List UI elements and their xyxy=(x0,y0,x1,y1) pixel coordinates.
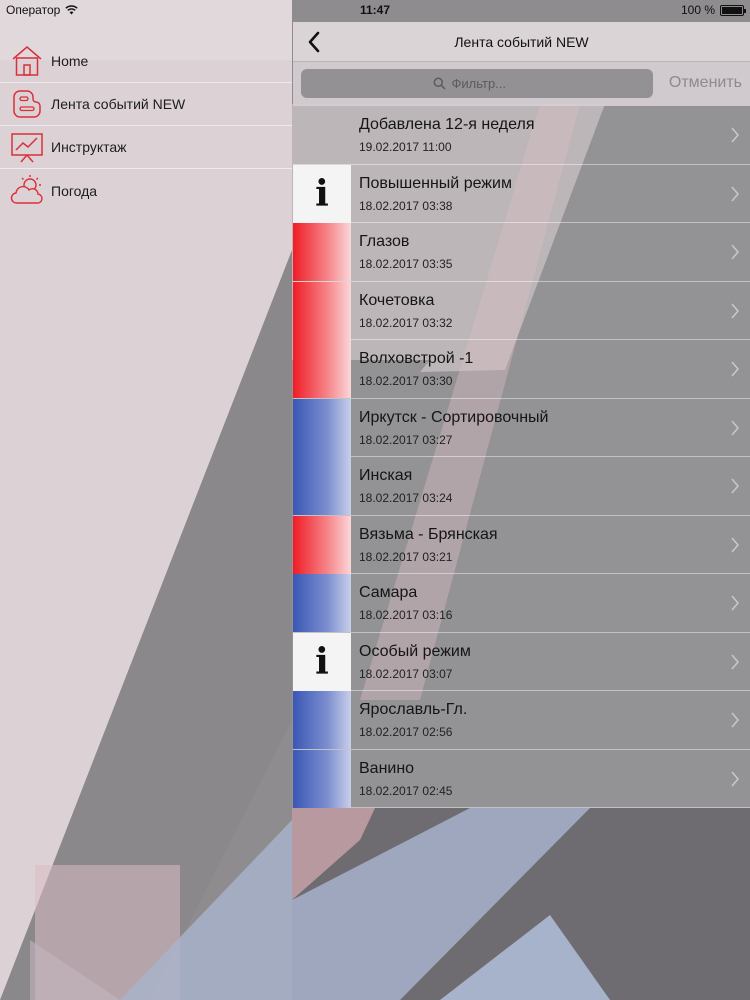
chevron-right-icon xyxy=(731,653,740,670)
event-title: Вязьма - Брянская xyxy=(359,525,498,543)
sidebar-item-events-feed[interactable]: Лента событий NEW xyxy=(0,83,292,126)
event-date: 18.02.2017 03:32 xyxy=(359,315,453,330)
event-date: 18.02.2017 03:27 xyxy=(359,432,453,447)
event-row[interactable]: Инская 18.02.2017 03:24 xyxy=(293,457,750,516)
battery-group: 100 % xyxy=(680,3,746,17)
search-input[interactable] xyxy=(451,76,522,91)
event-row[interactable]: i Особый режим 18.02.2017 03:07 xyxy=(293,632,750,691)
event-date: 18.02.2017 03:21 xyxy=(359,549,453,564)
sidebar-item-weather[interactable]: Погода xyxy=(0,169,292,212)
info-glyph: i xyxy=(315,172,329,215)
presentation-icon xyxy=(11,133,43,163)
red-alert-thumbnail xyxy=(293,281,351,340)
info-icon: i xyxy=(293,632,351,691)
wifi-icon xyxy=(65,5,78,15)
chevron-right-icon xyxy=(731,595,740,611)
red-alert-thumbnail xyxy=(293,515,351,574)
event-date: 18.02.2017 03:24 xyxy=(359,491,453,505)
event-row[interactable]: Ярославль-Гл. 18.02.2017 02:56 xyxy=(293,691,750,750)
event-title: Кочетовка xyxy=(359,291,435,309)
carrier-label: Оператор xyxy=(6,3,61,17)
event-title: Ванино xyxy=(359,759,415,777)
event-title: Особый режим xyxy=(359,642,471,660)
chevron-right-icon xyxy=(731,770,740,787)
carrier-group: Оператор xyxy=(6,3,78,17)
red-alert-thumbnail xyxy=(293,223,351,281)
blue-alert-thumbnail xyxy=(293,457,351,515)
sidebar-item-label: Лента событий NEW xyxy=(51,96,186,112)
event-title: Глазов xyxy=(359,233,410,250)
cancel-button[interactable]: Отменить xyxy=(668,74,742,91)
battery-icon xyxy=(720,4,746,16)
event-date: 18.02.2017 03:35 xyxy=(359,257,453,271)
info-icon: i xyxy=(293,164,351,223)
event-date: 18.02.2017 03:38 xyxy=(359,198,453,213)
battery-percent: 100 % xyxy=(680,3,715,17)
chevron-right-icon xyxy=(731,536,740,553)
event-title: Самара xyxy=(359,584,418,601)
event-row[interactable]: i Повышенный режим 18.02.2017 03:38 xyxy=(293,164,750,223)
chevron-right-icon xyxy=(731,712,740,728)
clock: 11:47 xyxy=(359,3,391,17)
navigation-bar: Лента событий NEW xyxy=(293,22,750,62)
back-chevron-icon[interactable] xyxy=(301,28,329,56)
event-title: Иркутск - Сортировочный xyxy=(359,408,549,426)
weather-icon xyxy=(10,175,43,204)
battery-level-fill xyxy=(722,6,742,14)
blogger-icon xyxy=(13,90,41,118)
search-field[interactable] xyxy=(301,69,653,98)
event-row[interactable]: Иркутск - Сортировочный 18.02.2017 03:27 xyxy=(293,398,750,457)
info-glyph: i xyxy=(315,640,329,683)
event-title: Повышенный режим xyxy=(359,174,512,192)
event-title: Добавлена 12-я неделя xyxy=(359,116,535,133)
status-bar: Оператор 11:47 100 % xyxy=(0,0,750,22)
chevron-right-icon xyxy=(731,127,740,143)
event-row[interactable]: Ванино 18.02.2017 02:45 xyxy=(293,749,750,808)
event-date: 18.02.2017 03:16 xyxy=(359,608,453,622)
event-date: 18.02.2017 02:45 xyxy=(359,783,453,798)
sidebar-item-label: Погода xyxy=(51,182,98,199)
blue-alert-thumbnail xyxy=(293,398,351,457)
event-title: Волховстрой -1 xyxy=(359,350,474,367)
sidebar-item-label: Home xyxy=(51,53,89,69)
event-row[interactable]: Добавлена 12-я неделя 19.02.2017 11:00 xyxy=(293,106,750,165)
sidebar-item-briefing[interactable]: Инструктаж xyxy=(0,126,292,169)
event-row[interactable]: Самара 18.02.2017 03:16 xyxy=(293,574,750,633)
chevron-right-icon xyxy=(731,185,740,202)
chevron-right-icon xyxy=(731,478,740,494)
page-title: Лента событий NEW xyxy=(454,34,589,50)
blue-alert-thumbnail xyxy=(293,749,351,808)
search-icon xyxy=(433,77,446,90)
search-bar: Отменить xyxy=(293,62,750,106)
chevron-right-icon xyxy=(731,302,740,319)
event-title: Инская xyxy=(359,467,413,484)
chevron-right-icon xyxy=(731,244,740,260)
chevron-right-icon xyxy=(731,419,740,436)
red-alert-thumbnail xyxy=(293,340,351,398)
event-row[interactable]: Кочетовка 18.02.2017 03:32 xyxy=(293,281,750,340)
event-date: 18.02.2017 02:56 xyxy=(359,725,453,739)
event-date: 19.02.2017 11:00 xyxy=(359,140,452,154)
blue-alert-thumbnail xyxy=(293,574,351,632)
event-date: 18.02.2017 03:07 xyxy=(359,666,453,681)
event-row[interactable]: Волховстрой -1 18.02.2017 03:30 xyxy=(293,340,750,399)
home-icon xyxy=(12,46,42,76)
event-row[interactable]: Глазов 18.02.2017 03:35 xyxy=(293,223,750,282)
events-list: Добавлена 12-я неделя 19.02.2017 11:00 i По… xyxy=(293,106,750,808)
sidebar-item-home[interactable]: Home xyxy=(0,40,292,83)
blue-alert-thumbnail xyxy=(293,691,351,749)
event-title: Ярославль-Гл. xyxy=(359,701,468,718)
event-row[interactable]: Вязьма - Брянская 18.02.2017 03:21 xyxy=(293,515,750,574)
sidebar-item-label: Инструктаж xyxy=(51,139,127,155)
events-panel: Лента событий NEW Отменить Добавлена 12-… xyxy=(293,22,750,808)
sidebar-menu: Home Лента событий NEW Инструктаж Погода xyxy=(0,40,292,212)
chevron-right-icon xyxy=(731,361,740,377)
event-date: 18.02.2017 03:30 xyxy=(359,374,453,388)
